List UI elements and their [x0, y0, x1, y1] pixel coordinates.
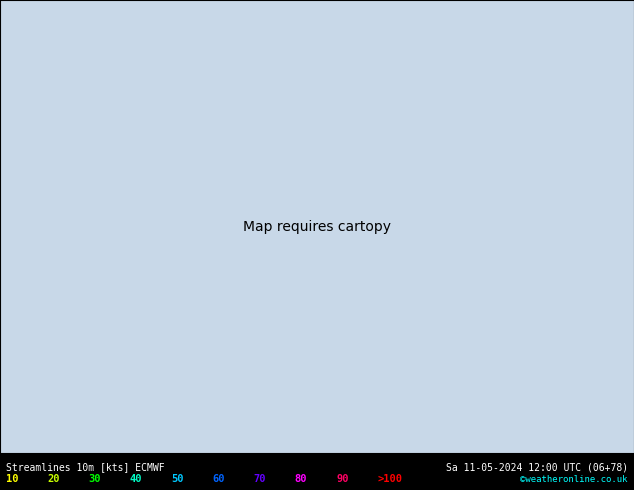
- Text: Streamlines 10m [kts] ECMWF: Streamlines 10m [kts] ECMWF: [6, 463, 165, 472]
- Text: 80: 80: [295, 474, 307, 485]
- Text: 70: 70: [254, 474, 266, 485]
- Text: ©weatheronline.co.uk: ©weatheronline.co.uk: [520, 475, 628, 485]
- Text: >100: >100: [377, 474, 402, 485]
- Text: Sa 11-05-2024 12:00 UTC (06+78): Sa 11-05-2024 12:00 UTC (06+78): [446, 463, 628, 472]
- Text: 10: 10: [6, 474, 19, 485]
- Text: 60: 60: [212, 474, 225, 485]
- Text: 90: 90: [336, 474, 349, 485]
- Text: Map requires cartopy: Map requires cartopy: [243, 220, 391, 234]
- Text: 50: 50: [171, 474, 184, 485]
- Text: 40: 40: [130, 474, 143, 485]
- Text: 20: 20: [48, 474, 60, 485]
- Text: 30: 30: [89, 474, 101, 485]
